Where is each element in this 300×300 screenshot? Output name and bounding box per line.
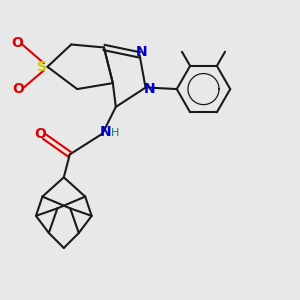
Text: O: O [12,82,24,96]
Text: N: N [135,45,147,59]
Text: N: N [100,125,112,139]
Text: S: S [37,60,47,74]
Text: H: H [111,128,119,138]
Text: O: O [34,127,46,141]
Text: O: O [11,36,23,50]
Text: N: N [144,82,156,96]
